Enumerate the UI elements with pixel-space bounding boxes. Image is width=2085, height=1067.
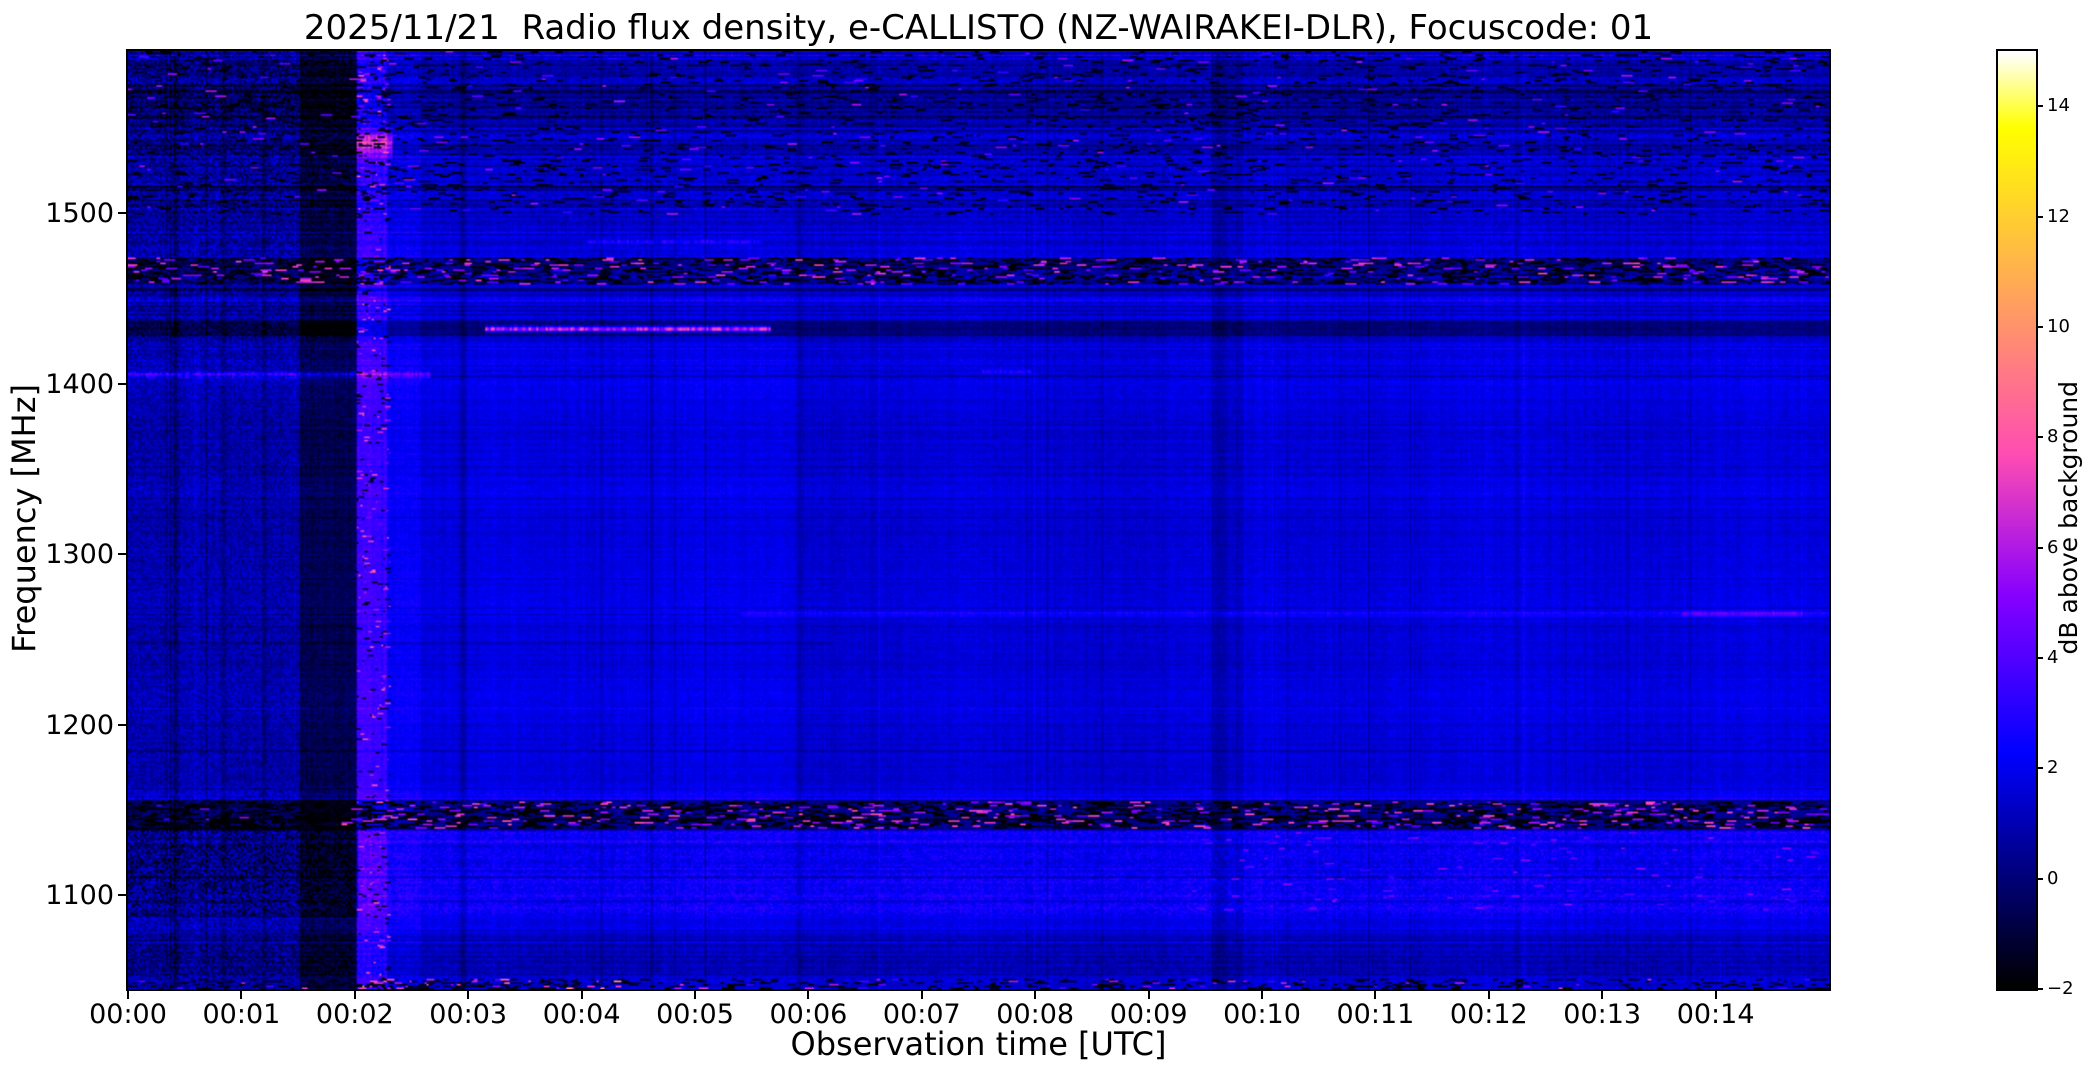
colorbar-tick-mark <box>2036 656 2043 659</box>
x-tick-mark <box>240 991 243 999</box>
x-tick-label: 00:06 <box>769 999 848 1030</box>
x-tick-mark <box>353 991 356 999</box>
colorbar-tick-label: 12 <box>2047 205 2070 227</box>
colorbar-tick-label: 4 <box>2047 646 2059 668</box>
colorbar-tick-mark <box>2036 215 2043 218</box>
colorbar-tick-label: −2 <box>2047 978 2074 999</box>
colorbar-tick-mark <box>2036 325 2043 328</box>
x-tick-mark <box>1487 991 1490 999</box>
colorbar-tick-label: 10 <box>2047 315 2070 337</box>
x-tick-label: 00:03 <box>429 999 508 1030</box>
x-tick-mark <box>807 991 810 999</box>
x-tick-label: 00:08 <box>996 999 1075 1030</box>
spectrogram-plot <box>126 49 1831 991</box>
x-tick-label: 00:04 <box>542 999 621 1030</box>
x-tick-label: 00:11 <box>1336 999 1415 1030</box>
x-tick-label: 00:01 <box>202 999 281 1030</box>
x-tick-mark <box>127 991 129 999</box>
y-tick-label: 1500 <box>45 198 114 230</box>
x-tick-label: 00:12 <box>1449 999 1528 1030</box>
colorbar-tick-label: 14 <box>2047 95 2070 117</box>
x-tick-mark <box>1374 991 1377 999</box>
y-tick-mark <box>118 723 126 726</box>
y-tick-label: 1300 <box>45 539 114 571</box>
x-axis-label: Observation time [UTC] <box>790 1025 1167 1063</box>
y-tick-mark <box>118 212 126 215</box>
colorbar-tick-mark <box>2036 105 2043 108</box>
colorbar-tick-label: 6 <box>2047 536 2059 558</box>
colorbar <box>1996 49 2038 991</box>
x-tick-label: 00:14 <box>1676 999 1755 1030</box>
x-tick-label: 00:09 <box>1109 999 1188 1030</box>
x-tick-mark <box>1601 991 1604 999</box>
x-tick-mark <box>1714 991 1717 999</box>
x-tick-mark <box>920 991 923 999</box>
x-tick-label: 00:05 <box>656 999 734 1030</box>
colorbar-tick-label: 0 <box>2047 867 2059 889</box>
colorbar-tick-label: 2 <box>2047 757 2059 779</box>
chart-title: 2025/11/21 Radio flux density, e-CALLIST… <box>303 8 1654 48</box>
y-axis-label-wrap: Frequency [MHz] <box>5 49 43 987</box>
y-axis-label: Frequency [MHz] <box>5 383 43 653</box>
y-tick-label: 1200 <box>45 709 114 741</box>
x-tick-mark <box>580 991 583 999</box>
colorbar-label: dB above background <box>2054 381 2083 655</box>
x-tick-label: 00:02 <box>315 999 394 1030</box>
colorbar-tick-mark <box>2036 877 2043 880</box>
colorbar-tick-label: 8 <box>2047 426 2059 448</box>
x-tick-label: 00:07 <box>882 999 961 1030</box>
x-tick-label: 00:00 <box>89 999 167 1030</box>
x-tick-mark <box>467 991 470 999</box>
colorbar-tick-mark <box>2036 546 2043 549</box>
colorbar-tick-mark <box>2036 767 2043 770</box>
colorbar-label-wrap: dB above background <box>2054 49 2083 987</box>
x-tick-mark <box>694 991 696 999</box>
y-tick-mark <box>118 894 126 897</box>
y-tick-mark <box>118 382 126 385</box>
x-tick-label: 00:13 <box>1563 999 1642 1030</box>
x-tick-label: 00:10 <box>1223 999 1301 1030</box>
x-tick-mark <box>1034 991 1037 999</box>
y-tick-mark <box>118 553 126 556</box>
y-tick-label: 1100 <box>45 880 114 912</box>
colorbar-tick-mark <box>2036 436 2043 439</box>
colorbar-tick-mark <box>2036 988 2043 990</box>
spectrogram-canvas <box>128 51 1829 989</box>
colorbar-canvas <box>1998 51 2036 989</box>
y-tick-label: 1400 <box>45 368 114 400</box>
x-tick-mark <box>1147 991 1150 999</box>
x-tick-mark <box>1261 991 1263 999</box>
